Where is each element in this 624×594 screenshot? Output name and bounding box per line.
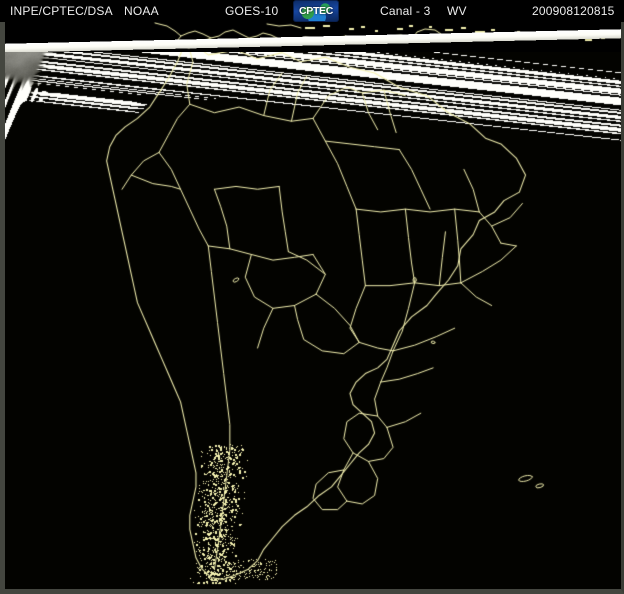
cptec-logo-text: CPTEC	[298, 5, 334, 17]
header-agency-label: INPE/CPTEC/DSA	[10, 4, 113, 18]
header-timestamp-label: 200908120815	[532, 4, 615, 18]
header-band-label: WV	[447, 4, 467, 18]
space-view-band	[5, 22, 621, 52]
header-satellite-label: GOES-10	[225, 4, 279, 18]
satellite-image-canvas-wrapper	[5, 22, 621, 589]
cptec-logo: CPTEC	[293, 0, 339, 22]
header-channel-label: Canal - 3	[380, 4, 431, 18]
satellite-image-canvas	[5, 22, 621, 589]
image-header-bar: INPE/CPTEC/DSA NOAA GOES-10 CPTEC Canal …	[0, 0, 624, 22]
header-operator-label: NOAA	[124, 4, 159, 18]
